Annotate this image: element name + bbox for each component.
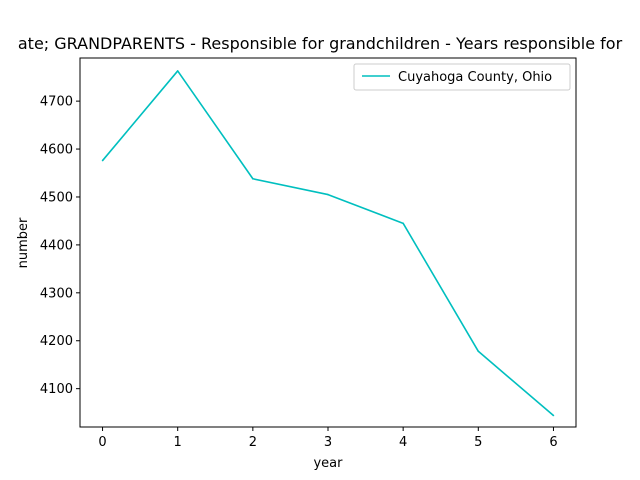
data-point	[402, 222, 404, 225]
x-tick-label: 4	[399, 435, 407, 450]
y-tick-label: 4600	[40, 143, 73, 158]
y-tick-label: 4100	[40, 382, 73, 397]
data-point	[477, 350, 480, 353]
x-tick-label: 2	[249, 435, 257, 450]
series-layer	[101, 70, 555, 417]
data-point	[252, 177, 254, 180]
x-tick-label: 1	[174, 435, 182, 450]
y-tick-label: 4700	[40, 95, 73, 110]
x-tick-label: 3	[324, 435, 332, 450]
data-point	[101, 159, 104, 162]
y-tick-label: 4200	[40, 334, 73, 349]
y-tick-label: 4300	[40, 286, 73, 301]
data-point	[327, 193, 329, 196]
series-line	[101, 70, 554, 417]
y-axis: 4100 4200 4300 4400 4500 4600 4700	[40, 95, 80, 397]
chart-title: ate; GRANDPARENTS - Responsible for gran…	[18, 34, 623, 53]
legend: Cuyahoga County, Ohio	[353, 63, 571, 91]
y-tick-label: 4500	[40, 190, 73, 205]
data-point	[176, 70, 179, 72]
legend-label: Cuyahoga County, Ohio	[398, 70, 552, 85]
x-axis-label: year	[313, 456, 343, 471]
y-tick-label: 4400	[40, 238, 73, 253]
legend-box	[353, 63, 571, 91]
x-tick-label: 6	[549, 435, 557, 450]
y-axis-label: number	[16, 217, 31, 268]
x-axis: 0 1 2 3 4 5 6	[98, 427, 558, 450]
x-tick-label: 5	[474, 435, 482, 450]
x-tick-label: 0	[98, 435, 106, 450]
data-point	[552, 414, 555, 417]
